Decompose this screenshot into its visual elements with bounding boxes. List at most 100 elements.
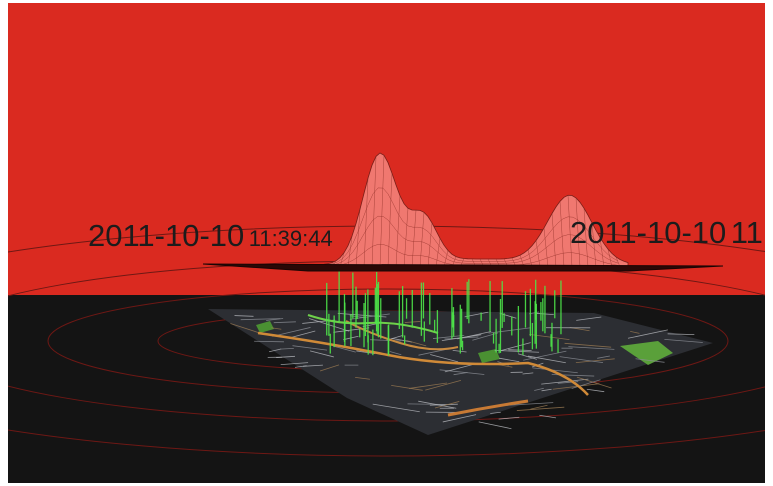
map-road — [279, 347, 294, 350]
map-road — [541, 378, 589, 385]
map-road — [539, 414, 557, 419]
mesh-contour — [327, 187, 619, 265]
map-road — [586, 388, 605, 393]
map-road — [517, 353, 537, 360]
map-road — [568, 346, 615, 350]
map-green-area — [478, 349, 500, 363]
timestamp-label-right: 2011-10-10 11 — [570, 217, 763, 248]
map-road — [523, 350, 567, 361]
map-road — [559, 356, 604, 364]
map-roads — [230, 311, 703, 430]
map-road — [271, 327, 282, 330]
map-road — [576, 376, 612, 389]
map-road — [490, 411, 501, 414]
mesh-line — [559, 201, 565, 268]
orange-route — [345, 320, 459, 351]
map-road — [254, 340, 284, 343]
map-road — [664, 339, 703, 343]
map-road — [527, 355, 566, 364]
mesh-line — [387, 173, 393, 268]
spatiotemporal-scene[interactable] — [8, 3, 765, 483]
timestamp-date: 2011-10-10 — [88, 218, 245, 253]
timestamp-label-left: 2011-10-10 11:39:44 — [88, 220, 333, 251]
map-road — [635, 358, 665, 363]
map-road — [576, 316, 602, 321]
mesh-line — [371, 156, 377, 268]
map-road — [372, 403, 420, 413]
map-green-area — [620, 341, 673, 365]
map-road — [552, 383, 600, 390]
mesh-line — [543, 227, 549, 268]
map-road — [292, 345, 328, 351]
map-road — [230, 323, 261, 334]
map-road — [516, 406, 565, 411]
mesh-line — [443, 250, 449, 268]
map-road — [333, 345, 356, 353]
map-road — [452, 349, 467, 353]
map-road — [234, 315, 254, 317]
map-road — [434, 401, 460, 409]
mesh-line — [427, 222, 433, 268]
map-road — [280, 362, 309, 366]
map-road — [575, 358, 615, 364]
map-road — [418, 400, 457, 409]
mesh-line — [567, 195, 573, 268]
map-road — [505, 402, 554, 406]
map-road — [478, 421, 512, 430]
map-road — [571, 379, 601, 389]
map-road — [534, 387, 544, 391]
3d-visualization-viewport[interactable]: 2011-10-10 11:39:44 2011-10-10 11 — [8, 3, 765, 483]
map-road — [627, 329, 668, 339]
map-road — [269, 348, 282, 353]
map-road — [240, 318, 281, 321]
map-road — [406, 340, 427, 347]
mesh-line — [411, 210, 417, 268]
map-road — [266, 318, 284, 321]
map-road — [494, 350, 540, 353]
mesh-line — [419, 212, 425, 268]
map-road — [355, 376, 370, 380]
mesh-line — [379, 155, 385, 268]
map-road — [389, 351, 402, 356]
map-road — [508, 349, 532, 351]
map-road — [407, 403, 448, 405]
map-road — [530, 404, 548, 410]
mesh-contour — [327, 215, 619, 266]
map-road — [319, 364, 340, 372]
density-surface — [202, 152, 724, 272]
mesh-line — [575, 197, 581, 268]
map-road — [532, 367, 578, 374]
map-road — [309, 350, 334, 358]
surface-base-plane — [202, 263, 724, 272]
mesh-line — [583, 208, 589, 268]
event-bars — [326, 269, 562, 356]
map-road — [499, 357, 520, 363]
orange-route — [447, 399, 529, 417]
mesh-line — [355, 209, 361, 268]
mesh-line — [363, 178, 369, 268]
map-road — [499, 342, 531, 352]
map-road — [442, 414, 477, 423]
map-road — [541, 388, 552, 392]
timestamp-time: 11:39:44 — [248, 226, 333, 251]
map-road — [356, 350, 375, 355]
mesh-line — [551, 213, 557, 268]
map-road — [439, 369, 485, 375]
map-road — [425, 379, 462, 391]
map-road — [408, 382, 448, 389]
map-road — [667, 333, 695, 336]
mesh-line — [403, 208, 409, 268]
orange-route — [257, 331, 589, 396]
map-road — [303, 364, 323, 367]
timestamp-date: 2011-10-10 — [570, 215, 727, 250]
map-road — [630, 330, 640, 334]
map-road — [432, 334, 465, 339]
mesh-line — [347, 235, 353, 268]
map-road — [276, 355, 296, 358]
map-road — [522, 372, 534, 375]
map-green-area — [256, 321, 274, 333]
map-road — [430, 354, 459, 363]
map-road — [391, 385, 423, 391]
timestamp-time: 11 — [730, 215, 763, 250]
map-road — [290, 330, 316, 339]
